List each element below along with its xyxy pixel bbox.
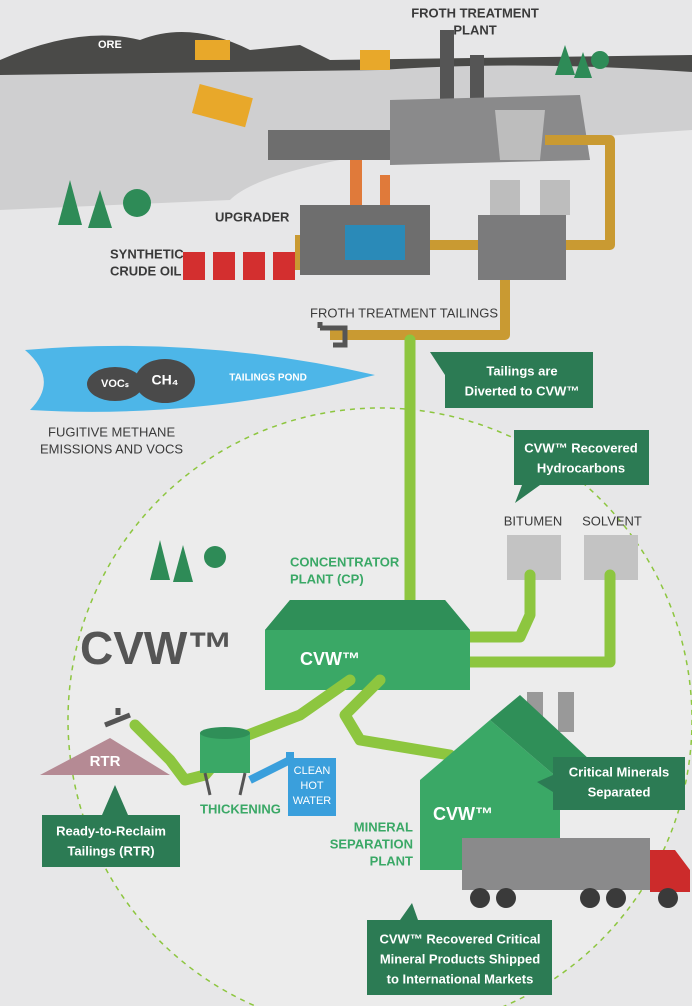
wheel (580, 888, 600, 908)
froth-tailings-label: FROTH TREATMENT TAILINGS (310, 305, 498, 320)
froth-plant (390, 95, 590, 165)
tank (490, 180, 520, 215)
crude-label: SYNTHETIC (110, 246, 184, 261)
silo (558, 692, 574, 732)
upgrader-label: UPGRADER (215, 209, 290, 224)
pond-label: TAILINGS POND (229, 373, 307, 384)
tank (495, 110, 545, 160)
tree (591, 51, 609, 69)
treatment-unit (478, 215, 566, 280)
tank (540, 180, 570, 215)
water-label: CLEAN (294, 765, 331, 777)
cp-label: PLANT (CP) (290, 571, 364, 586)
callout-text: Hydrocarbons (537, 460, 625, 475)
barrel (243, 252, 265, 280)
tree (123, 189, 151, 217)
barrel (273, 252, 295, 280)
concentrator-roof (265, 600, 470, 630)
tree (204, 546, 226, 568)
stack (470, 55, 484, 100)
callout-text: Ready-to-Reclaim (56, 823, 166, 838)
wheel (470, 888, 490, 908)
callout-text: CVW™ Recovered Critical (379, 931, 540, 946)
conveyor-building (268, 130, 390, 160)
upgrader-window (345, 225, 405, 260)
cvw-zone (68, 408, 692, 1006)
mineral-label: PLANT (370, 853, 413, 868)
fugitive-label: EMISSIONS AND VOCS (40, 441, 183, 456)
callout (430, 352, 593, 408)
callout-text: CVW™ Recovered (524, 440, 637, 455)
mineral-label: MINERAL (354, 819, 413, 834)
water-label: WATER (293, 795, 332, 807)
callout-text: Tailings are (486, 363, 557, 378)
stack (350, 160, 362, 205)
froth-plant-label: FROTH TREATMENT (411, 5, 539, 20)
trailer (462, 838, 650, 890)
diagram: ORE FROTH TREATMENT PLANT UPGRADER SYNTH… (0, 0, 692, 1006)
mineral-logo: CVW™ (433, 804, 493, 824)
callout-text: Diverted to CVW™ (465, 383, 580, 398)
wheel (606, 888, 626, 908)
callout-text: Mineral Products Shipped (380, 951, 540, 966)
fugitive-label: FUGITIVE METHANE (48, 424, 175, 439)
callout-text: Critical Minerals (569, 764, 669, 779)
barrel (213, 252, 235, 280)
ore-label: ORE (98, 39, 122, 51)
ch4-label: CH₄ (152, 372, 179, 388)
truck (360, 50, 390, 70)
crude-label: CRUDE OIL (110, 263, 182, 278)
thickening-label: THICKENING (200, 801, 281, 816)
barrel (183, 252, 205, 280)
truck (195, 40, 230, 60)
solvent-label: SOLVENT (582, 513, 642, 528)
callout-text: to International Markets (387, 971, 534, 986)
callout-text: Tailings (RTR) (67, 843, 154, 858)
froth-plant-label: PLANT (453, 22, 496, 37)
wheel (658, 888, 678, 908)
cp-logo: CVW™ (300, 649, 360, 669)
vocs-label: VOCₛ (101, 378, 129, 390)
stack (380, 175, 390, 205)
bitumen-label: BITUMEN (504, 513, 563, 528)
callout-text: Separated (588, 784, 651, 799)
cvw-logo: CVW™ (80, 622, 233, 674)
water-label: HOT (300, 780, 324, 792)
mineral-label: SEPARATION (330, 836, 413, 851)
rtr-label: RTR (90, 753, 121, 770)
thickener-top (200, 727, 250, 739)
wheel (496, 888, 516, 908)
cp-label: CONCENTRATOR (290, 554, 400, 569)
stack (440, 30, 454, 100)
